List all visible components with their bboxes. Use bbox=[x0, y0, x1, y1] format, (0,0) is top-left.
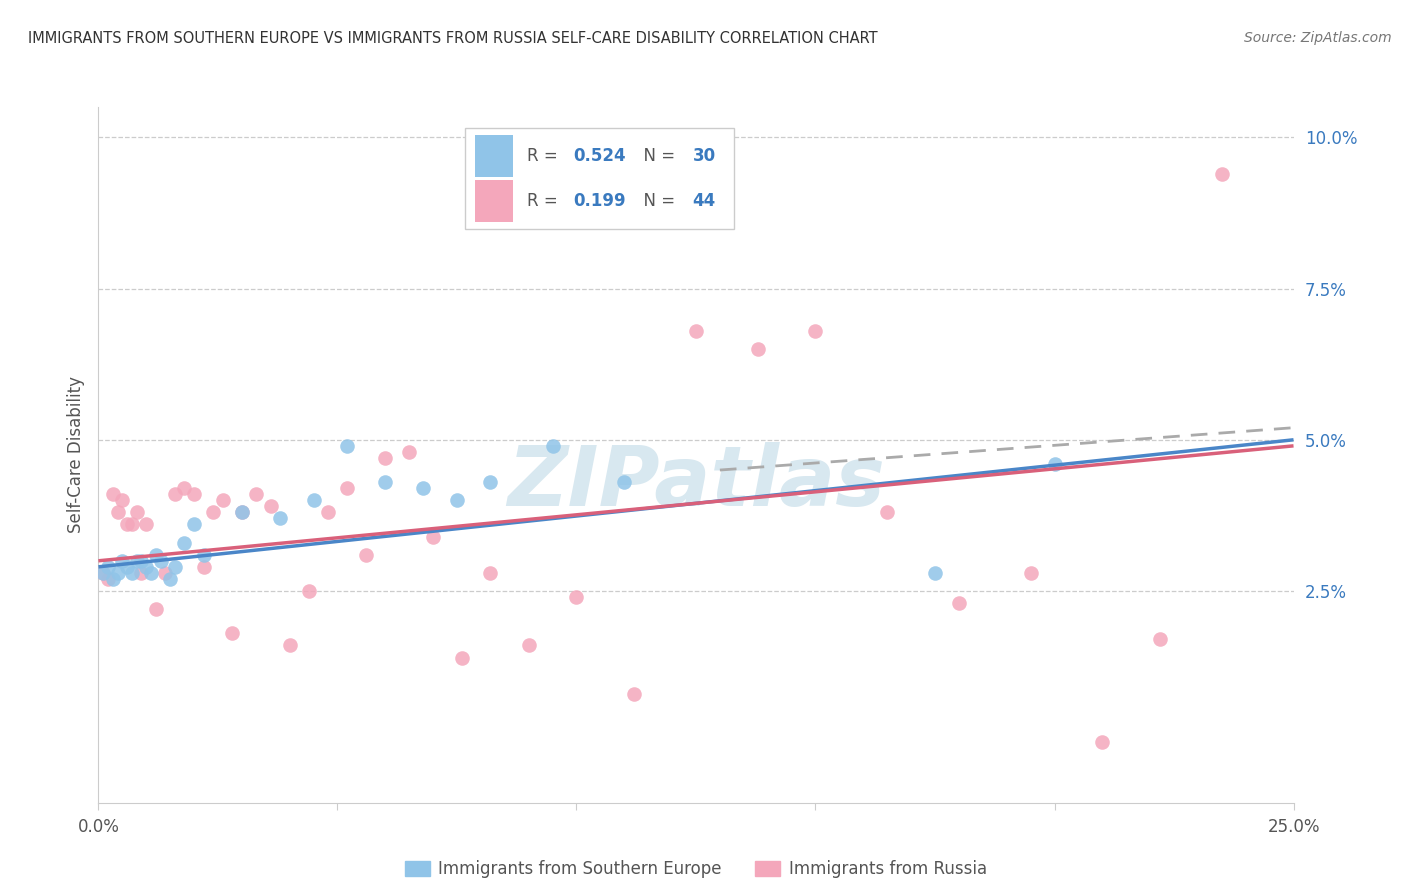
Point bbox=[163, 559, 186, 574]
Text: N =: N = bbox=[633, 147, 681, 165]
Point bbox=[193, 559, 215, 574]
Point bbox=[145, 602, 167, 616]
Point bbox=[91, 566, 114, 580]
Point bbox=[159, 572, 181, 586]
Point bbox=[1019, 566, 1042, 580]
FancyBboxPatch shape bbox=[465, 128, 734, 229]
Point bbox=[316, 505, 339, 519]
Point bbox=[107, 566, 129, 580]
Point bbox=[125, 554, 148, 568]
Point bbox=[354, 548, 377, 562]
Point bbox=[97, 559, 120, 574]
Point bbox=[173, 535, 195, 549]
Point bbox=[804, 324, 827, 338]
Point bbox=[517, 639, 540, 653]
Point bbox=[245, 487, 267, 501]
Text: 0.199: 0.199 bbox=[572, 192, 626, 210]
Point bbox=[259, 500, 281, 514]
Point bbox=[398, 445, 420, 459]
Point bbox=[149, 554, 172, 568]
Point bbox=[479, 566, 502, 580]
Point bbox=[948, 596, 970, 610]
Point bbox=[298, 584, 321, 599]
Point bbox=[135, 517, 157, 532]
Point bbox=[97, 572, 120, 586]
Point bbox=[111, 554, 134, 568]
Point bbox=[173, 481, 195, 495]
Point bbox=[374, 475, 396, 490]
Point bbox=[231, 505, 253, 519]
Point bbox=[101, 487, 124, 501]
Point bbox=[1211, 167, 1233, 181]
Point bbox=[269, 511, 291, 525]
Point bbox=[131, 566, 153, 580]
Point bbox=[135, 559, 157, 574]
Y-axis label: Self-Care Disability: Self-Care Disability bbox=[66, 376, 84, 533]
Point bbox=[121, 566, 143, 580]
Point bbox=[541, 439, 564, 453]
Text: 0.524: 0.524 bbox=[572, 147, 626, 165]
Point bbox=[121, 517, 143, 532]
FancyBboxPatch shape bbox=[475, 135, 513, 177]
Text: IMMIGRANTS FROM SOUTHERN EUROPE VS IMMIGRANTS FROM RUSSIA SELF-CARE DISABILITY C: IMMIGRANTS FROM SOUTHERN EUROPE VS IMMIG… bbox=[28, 31, 877, 46]
Point bbox=[145, 548, 167, 562]
Point bbox=[412, 481, 434, 495]
Text: N =: N = bbox=[633, 192, 681, 210]
Point bbox=[107, 505, 129, 519]
Text: R =: R = bbox=[527, 192, 564, 210]
Point bbox=[101, 572, 124, 586]
Point bbox=[231, 505, 253, 519]
Point bbox=[924, 566, 946, 580]
Point bbox=[211, 493, 233, 508]
Point bbox=[1091, 735, 1114, 749]
Legend: Immigrants from Southern Europe, Immigrants from Russia: Immigrants from Southern Europe, Immigra… bbox=[398, 854, 994, 885]
Point bbox=[450, 650, 472, 665]
Point bbox=[111, 493, 134, 508]
Point bbox=[131, 554, 153, 568]
Point bbox=[336, 481, 359, 495]
Point bbox=[278, 639, 301, 653]
Text: ZIPatlas: ZIPatlas bbox=[508, 442, 884, 524]
Point bbox=[374, 450, 396, 465]
Text: Source: ZipAtlas.com: Source: ZipAtlas.com bbox=[1244, 31, 1392, 45]
Point bbox=[139, 566, 162, 580]
Point bbox=[202, 505, 225, 519]
Point bbox=[565, 590, 588, 604]
Point bbox=[221, 626, 243, 640]
Point bbox=[155, 566, 177, 580]
Point bbox=[302, 493, 325, 508]
Point bbox=[876, 505, 898, 519]
Point bbox=[623, 687, 645, 701]
Point bbox=[183, 517, 205, 532]
Point bbox=[193, 548, 215, 562]
Point bbox=[125, 505, 148, 519]
Point bbox=[479, 475, 502, 490]
Point bbox=[336, 439, 359, 453]
Point bbox=[446, 493, 468, 508]
Text: 44: 44 bbox=[692, 192, 716, 210]
Point bbox=[91, 566, 114, 580]
FancyBboxPatch shape bbox=[475, 180, 513, 222]
Point bbox=[1043, 457, 1066, 471]
Point bbox=[115, 517, 138, 532]
Point bbox=[183, 487, 205, 501]
Point bbox=[685, 324, 707, 338]
Point bbox=[1149, 632, 1171, 647]
Point bbox=[163, 487, 186, 501]
Text: R =: R = bbox=[527, 147, 564, 165]
Point bbox=[115, 559, 138, 574]
Text: 30: 30 bbox=[692, 147, 716, 165]
Point bbox=[422, 530, 444, 544]
Point bbox=[747, 342, 769, 356]
Point bbox=[613, 475, 636, 490]
